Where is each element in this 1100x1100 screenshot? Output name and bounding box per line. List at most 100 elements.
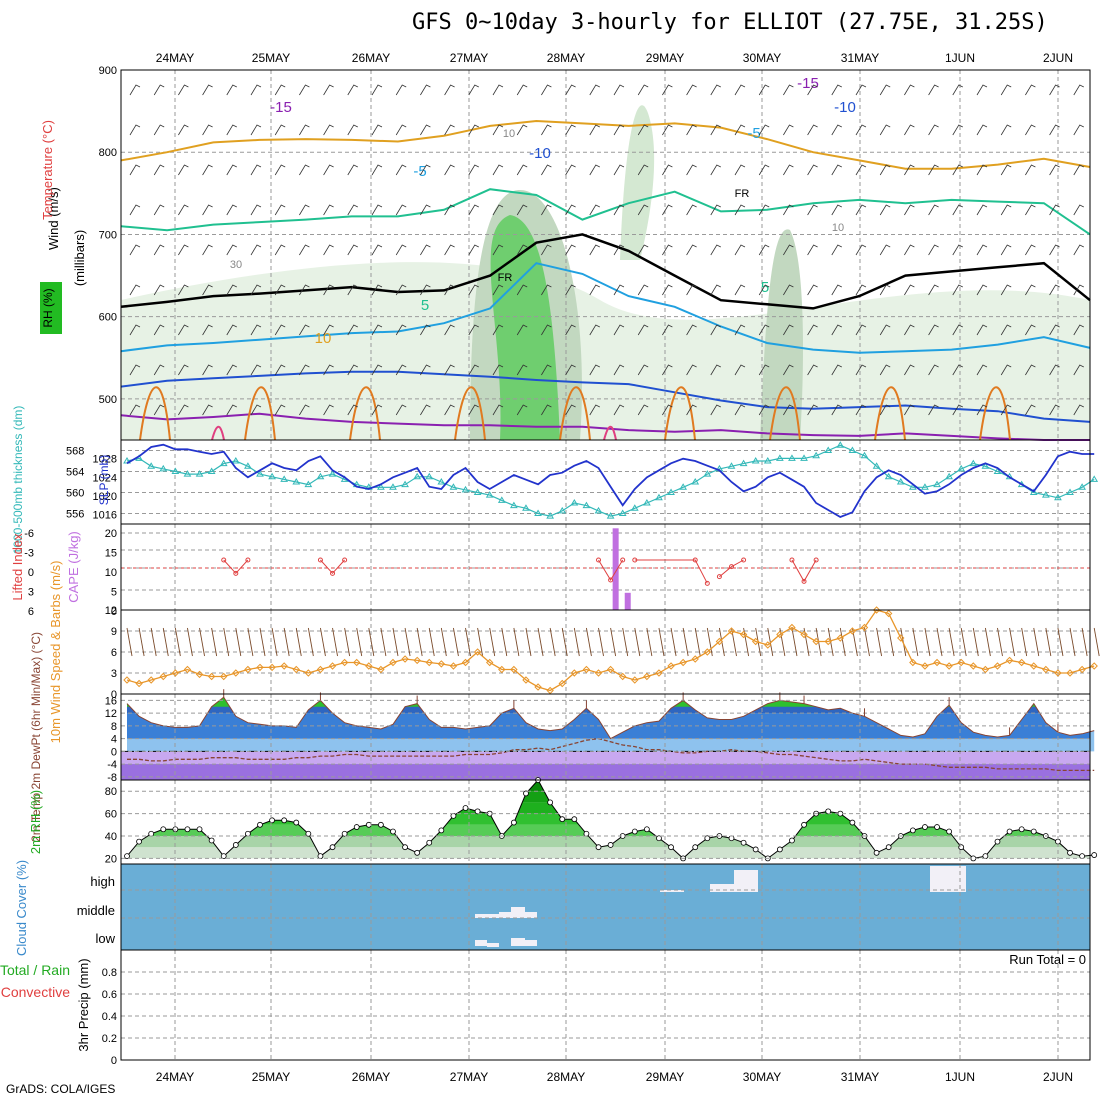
li-marker [233, 570, 239, 576]
wind-speed-marker [703, 648, 712, 656]
thickness-marker [268, 472, 276, 480]
isotherm-15 [244, 386, 276, 441]
rh-marker [789, 837, 795, 844]
y-tick-label: -8 [107, 772, 117, 784]
wind-barb [129, 244, 141, 256]
wind-barb [283, 627, 290, 657]
wind-barb [153, 164, 165, 176]
axis-label-temperature: Temperature (°C) [40, 120, 55, 220]
thickness-marker [993, 467, 1002, 474]
wind-barb [904, 84, 915, 96]
wind-barb [589, 364, 600, 376]
wind-speed-marker [764, 641, 772, 649]
wind-speed-marker [739, 630, 748, 639]
wind-barb [178, 164, 189, 176]
rh-marker [607, 842, 614, 848]
wind-barb [734, 124, 746, 136]
rh-marker [232, 842, 239, 848]
isotherm-label: -15 [797, 75, 819, 92]
wind-barb [1073, 124, 1084, 136]
panel-frame [120, 523, 1091, 611]
wind-barb [211, 627, 218, 657]
y-tick-label: 8 [111, 721, 117, 733]
thickness-marker [860, 451, 869, 459]
wind-barb [489, 627, 496, 657]
li-marker [704, 580, 710, 586]
cloud-block [525, 940, 537, 946]
wind-speed-marker [594, 669, 603, 677]
rh-marker [510, 819, 517, 826]
wind-speed-marker [981, 665, 990, 674]
wind-barb [129, 324, 141, 336]
wind-barb [202, 324, 213, 336]
wind-barb [465, 627, 471, 657]
thickness-marker [1054, 493, 1062, 501]
wind-barb [1073, 244, 1084, 256]
date-label-top: 29MAY [646, 51, 684, 65]
wind-speed-marker [425, 658, 433, 667]
wind-barb [758, 284, 770, 296]
rh-marker [656, 835, 662, 842]
y-tick-right: 15 [105, 548, 117, 560]
y-tick-label: 16 [105, 695, 117, 707]
y-tick-label: 600 [99, 312, 117, 324]
wind-barb [492, 164, 504, 176]
wind-barb [1000, 204, 1012, 216]
wind-barb [807, 324, 818, 336]
axis-label-wind10m: 10m Wind Speed & Barbs (m/s) [48, 561, 63, 744]
wind-barb [952, 364, 963, 376]
wind-barb [952, 164, 963, 176]
wind-barb [928, 324, 939, 336]
date-label-bottom: 28MAY [547, 1070, 585, 1084]
axis-label-slp: SLP (mb) [97, 455, 111, 505]
wind-barb [202, 84, 213, 96]
thickness-marker [812, 451, 821, 459]
thickness-marker [244, 462, 252, 469]
rh-marker [909, 827, 916, 834]
y-tick-label: 0.6 [102, 989, 117, 1001]
wind-barb [274, 364, 286, 376]
cloud-block [660, 890, 684, 892]
wind-barb [1025, 204, 1036, 216]
wind-barb [395, 324, 407, 336]
wind-speed-marker [848, 627, 857, 635]
wind-barb [138, 627, 145, 657]
wind-barb [178, 284, 189, 296]
wind-barb [468, 244, 479, 256]
wind-barb [444, 84, 455, 96]
wind-speed-marker [207, 672, 216, 681]
wind-barb [952, 284, 963, 296]
isotherm-15 [769, 386, 801, 441]
wind-barb [807, 404, 818, 416]
wind-barb [420, 164, 431, 176]
wind-barb [928, 364, 939, 376]
wind-speed-marker [788, 623, 796, 632]
wind-barb [347, 84, 358, 96]
wind-speed-marker [304, 669, 313, 677]
cloud-block [499, 912, 511, 918]
wind-barb [864, 627, 870, 657]
thickness-marker [655, 493, 663, 501]
wind-barb [420, 404, 431, 416]
y-tick-label: 0 [111, 746, 117, 758]
rh-marker [474, 808, 481, 815]
wind-barb [162, 627, 169, 657]
wind-barb [879, 364, 891, 376]
wind-speed-marker [135, 679, 143, 688]
rh-marker [196, 826, 203, 833]
y-tick-label: 0.8 [102, 967, 117, 979]
y-tick-label: 0.4 [102, 1011, 117, 1023]
wind-barb [1025, 364, 1036, 376]
y-tick-left: -3 [24, 548, 34, 560]
wind-barb [976, 204, 988, 216]
thickness-marker [1090, 475, 1099, 482]
rh-band [127, 813, 1090, 825]
wind-barb [952, 84, 963, 96]
wind-barb [855, 244, 867, 256]
li-marker [801, 578, 807, 584]
wind-speed-marker [1042, 665, 1050, 674]
wind-barb [1073, 284, 1084, 296]
wind-barb [332, 627, 338, 657]
wind-barb [492, 284, 504, 296]
y-tick-label: 80 [105, 786, 117, 798]
